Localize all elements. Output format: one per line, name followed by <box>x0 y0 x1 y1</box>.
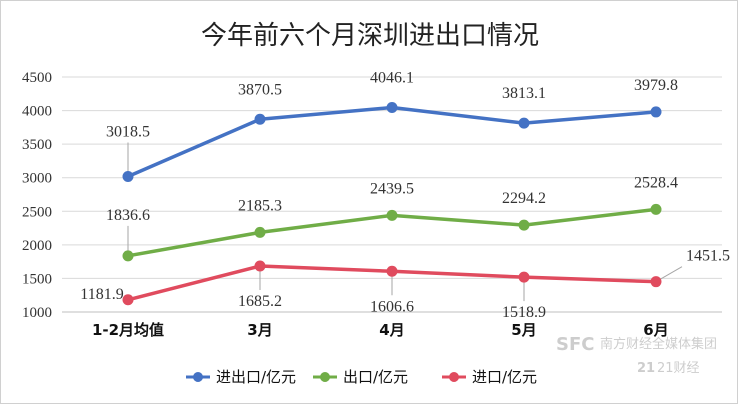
data-point <box>254 260 266 272</box>
series-line <box>127 105 657 179</box>
data-point <box>518 117 530 129</box>
chart-title: 今年前六个月深圳进出口情况 <box>201 21 539 51</box>
x-tick-label: 6月 <box>643 321 668 339</box>
data-point <box>518 271 530 283</box>
data-point <box>122 294 134 306</box>
data-label: 3018.5 <box>106 123 150 140</box>
data-point <box>254 226 266 238</box>
watermark-text-sfc: 南方财经全媒体集团 <box>600 336 717 352</box>
data-label: 2528.4 <box>634 174 678 191</box>
y-tick-label: 1500 <box>22 271 52 287</box>
watermark-text-21: 21财经 <box>657 361 700 376</box>
legend-label: 出口/亿元 <box>343 368 408 386</box>
data-label: 3813.1 <box>502 85 546 102</box>
data-label: 3979.8 <box>634 77 678 94</box>
data-label: 2185.3 <box>238 197 282 214</box>
data-point <box>386 101 398 113</box>
watermark-logo-21: 21 <box>637 361 655 376</box>
y-tick-label: 2500 <box>22 204 52 220</box>
legend-marker <box>320 372 330 382</box>
y-tick-label: 4000 <box>22 104 52 120</box>
data-label: 3870.5 <box>238 81 282 98</box>
data-label: 2439.5 <box>370 180 414 197</box>
data-point <box>254 113 266 125</box>
data-label: 1518.9 <box>502 304 546 321</box>
data-label: 1606.6 <box>370 298 414 315</box>
data-point <box>386 265 398 277</box>
data-label: 1685.2 <box>238 293 282 310</box>
y-tick-label: 4500 <box>22 70 52 86</box>
legend-label: 进口/亿元 <box>472 368 537 386</box>
y-tick-label: 2000 <box>22 238 52 254</box>
data-point <box>518 219 530 231</box>
data-point <box>122 170 134 182</box>
x-tick-label: 4月 <box>379 321 404 339</box>
y-tick-label: 1000 <box>22 305 52 321</box>
data-point <box>650 106 662 118</box>
watermark-logo-sfc: SFC <box>556 334 594 355</box>
y-tick-label: 3000 <box>22 171 52 187</box>
y-axis-ticks: 1000 1500 2000 2500 3000 3500 4000 4500 <box>22 70 52 321</box>
x-tick-label: 5月 <box>511 321 536 339</box>
y-tick-label: 3500 <box>22 137 52 153</box>
legend-marker <box>449 372 459 382</box>
x-tick-label: 1-2月均值 <box>92 321 164 339</box>
series-points <box>122 101 662 306</box>
legend-marker <box>193 372 203 382</box>
data-point <box>386 209 398 221</box>
data-labels: 3018.5 3870.5 4046.1 3813.1 3979.8 1836.6 2185… <box>80 69 730 321</box>
x-tick-label: 3月 <box>247 321 272 339</box>
data-label: 1181.9 <box>80 286 123 303</box>
data-label: 1451.5 <box>686 248 730 265</box>
data-label: 2294.2 <box>502 190 546 207</box>
data-label: 1836.6 <box>106 207 150 224</box>
legend-label: 进出口/亿元 <box>216 368 296 386</box>
data-point <box>122 250 134 262</box>
data-label: 4046.1 <box>370 69 414 86</box>
legend: 进出口/亿元 出口/亿元 进口/亿元 <box>186 368 537 386</box>
x-axis-ticks: 1-2月均值 3月 4月 5月 6月 <box>92 321 669 339</box>
data-point <box>650 203 662 215</box>
watermark: SFC 南方财经全媒体集团 21 21财经 <box>556 334 717 376</box>
data-point <box>650 276 662 288</box>
